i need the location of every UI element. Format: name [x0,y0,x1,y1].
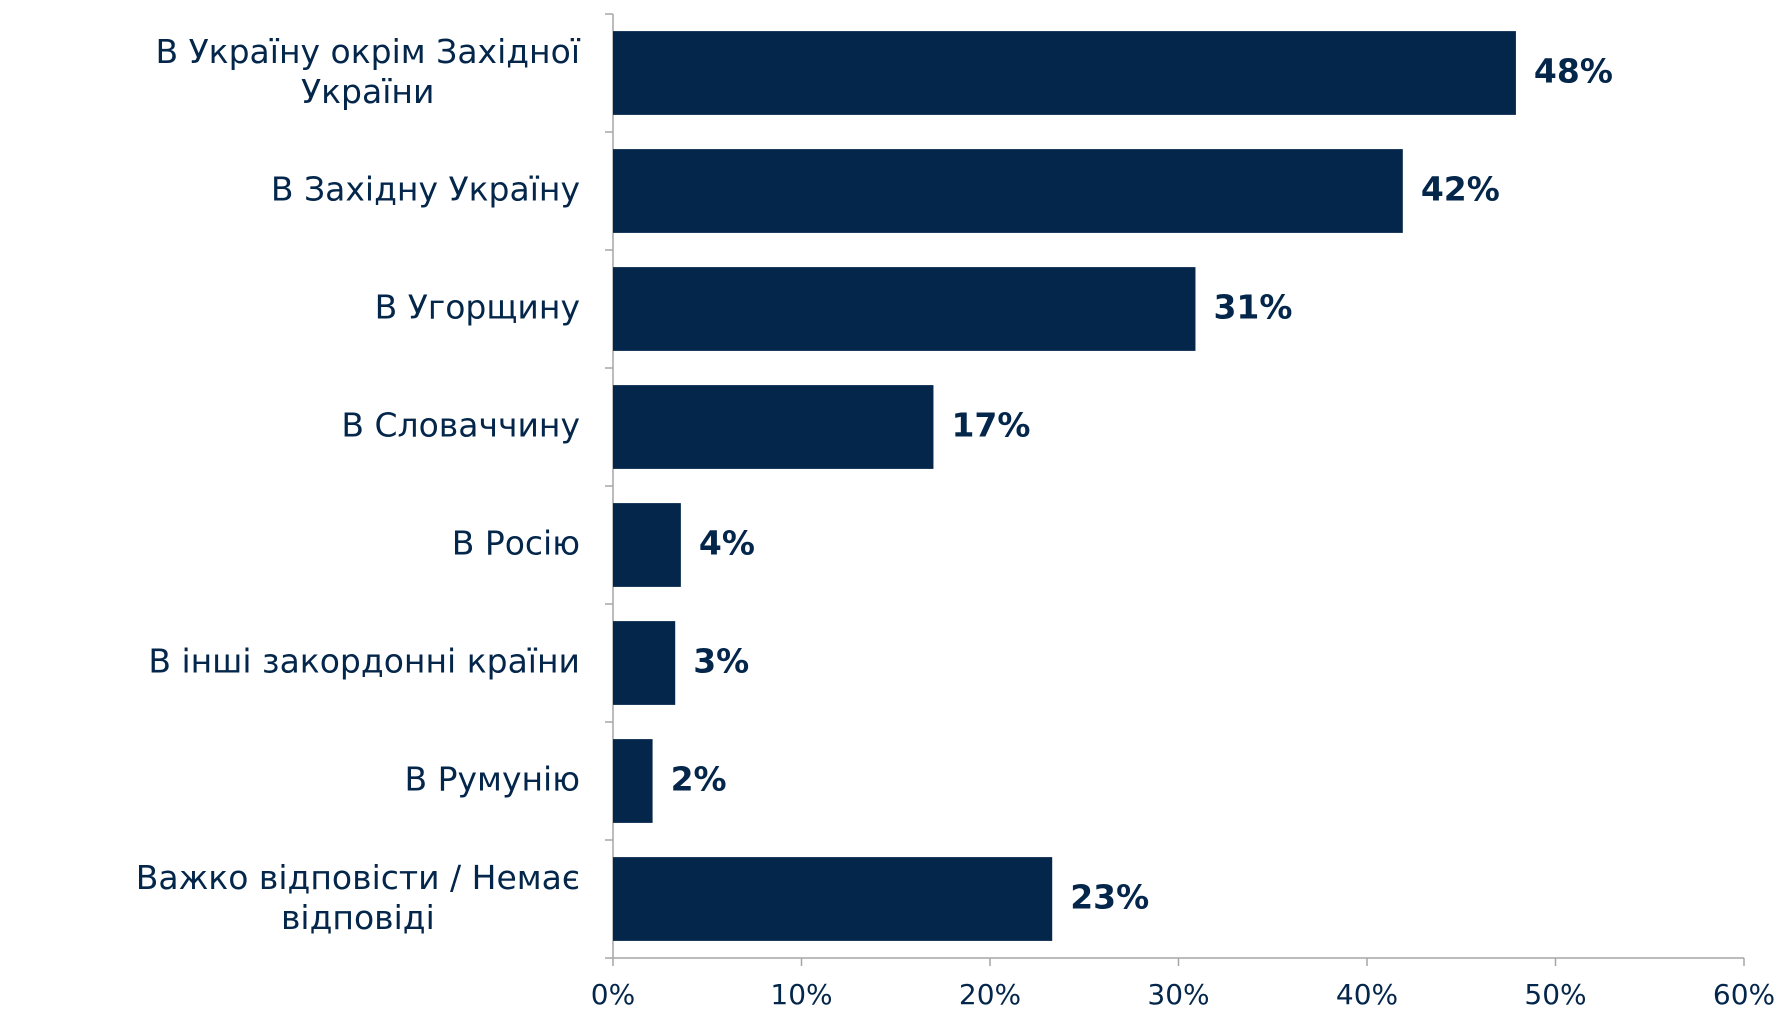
data-label: 2% [671,760,727,799]
data-label: 17% [951,406,1030,445]
data-label: 4% [699,524,755,563]
bar [613,267,1196,351]
bar [613,31,1516,115]
x-tick-label: 50% [1524,978,1586,1011]
bar [613,149,1403,233]
bar [613,857,1053,941]
bar [613,739,653,823]
data-label: 23% [1070,878,1149,917]
category-label: В Словаччину [341,406,580,445]
x-tick-label: 0% [591,978,635,1011]
x-tick-label: 10% [770,978,832,1011]
x-tick-label: 20% [959,978,1021,1011]
category-label: В Західну Україну [271,170,580,209]
bar [613,621,676,705]
category-label: В Румунію [404,760,580,799]
category-label: Важко відповісти / Немає відповіді [136,858,580,937]
data-label: 48% [1534,52,1613,91]
x-tick-label: 30% [1147,978,1209,1011]
category-label: В Угорщину [375,288,580,327]
x-tick-label: 40% [1336,978,1398,1011]
data-label: 42% [1421,170,1500,209]
bar [613,503,681,587]
category-label: В Україну окрім Західної України [155,32,580,111]
category-label: В інші закордонні країни [148,642,580,681]
data-label: 31% [1213,288,1292,327]
category-label: В Росію [452,524,580,563]
x-tick-label: 60% [1713,978,1775,1011]
bar [613,385,934,469]
data-label: 3% [693,642,749,681]
